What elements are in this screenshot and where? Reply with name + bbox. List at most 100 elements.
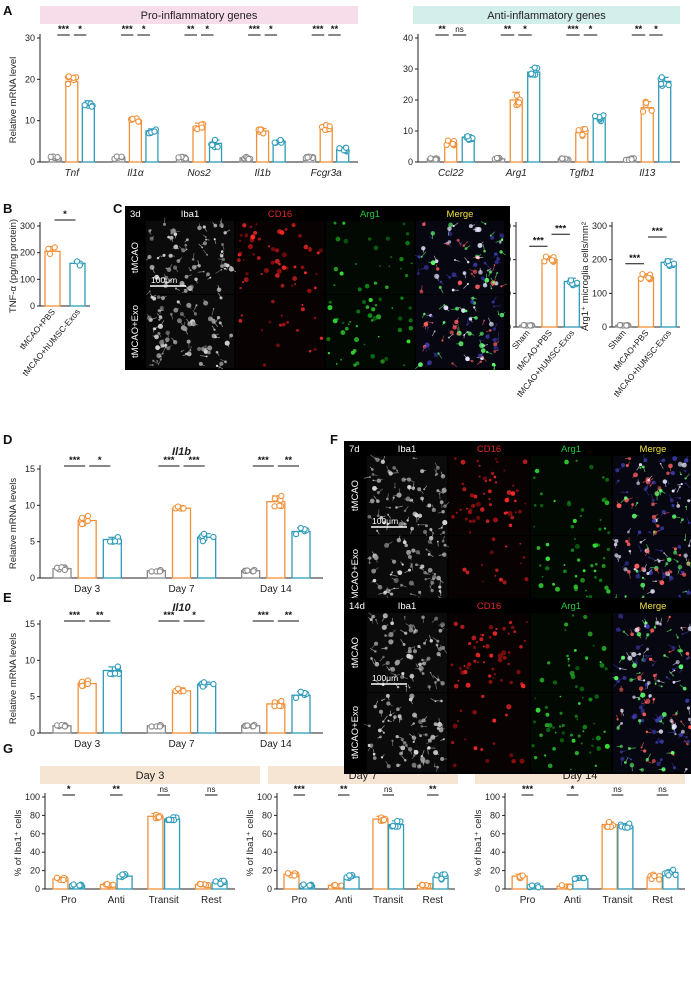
data-point (542, 253, 550, 260)
cell-process (181, 349, 185, 352)
cell-blob (513, 630, 517, 634)
bar (65, 80, 79, 163)
cell-process (213, 333, 219, 337)
cell-blob (293, 265, 297, 269)
cell-process (373, 495, 379, 502)
cell-process (382, 456, 386, 462)
microscopy-f-14d: 14d Iba1 CD16 Arg1 Merge tMCAO 100μm tMCAO+Exo (344, 598, 691, 774)
cell-blob (566, 654, 569, 658)
cell-blob (463, 665, 466, 667)
cell-process (625, 756, 632, 760)
cell-process (654, 559, 659, 562)
cell-process (435, 752, 440, 755)
cell-process (488, 271, 491, 277)
cell-process (406, 552, 409, 556)
cell-process (683, 739, 688, 745)
data-point (464, 133, 471, 140)
cell-process (434, 462, 439, 469)
cell-process (640, 538, 646, 543)
cell-process (168, 280, 171, 284)
x-category-label: Ccl22 (438, 168, 464, 179)
cell-blob (554, 731, 557, 734)
significance-label: * (589, 24, 593, 35)
cell-blob (604, 585, 609, 590)
cell-process (652, 717, 658, 721)
cell-blob (281, 252, 287, 258)
cell-process (663, 552, 668, 557)
cell-blob (580, 742, 583, 745)
cell-process (459, 306, 464, 311)
cell-process (641, 619, 646, 626)
cell-process (384, 624, 389, 628)
significance-label: * (67, 784, 71, 795)
y-tick-label: 20 (490, 866, 500, 876)
cell-process (684, 768, 687, 773)
data-point (449, 140, 456, 148)
cell-blob (260, 272, 263, 276)
cell-process (612, 539, 617, 542)
cell-blob (399, 583, 403, 587)
y-tick-label: 10 (25, 116, 35, 126)
cell-process (679, 519, 683, 524)
cell-process (195, 279, 198, 284)
cell-blob (545, 712, 550, 717)
cell-process (369, 516, 373, 519)
data-point (135, 118, 142, 125)
cell-blob (491, 667, 495, 671)
cell-process (469, 269, 476, 273)
cell-process (651, 493, 654, 501)
significance-label: *** (567, 24, 578, 35)
cell-blob (564, 628, 567, 632)
cell-blob (313, 347, 317, 352)
bar (266, 501, 286, 579)
cell-process (616, 501, 620, 506)
data-point (47, 153, 54, 160)
cell-process (401, 739, 405, 746)
cell-process (664, 563, 668, 567)
cell-process (433, 575, 437, 580)
cell-process (201, 243, 206, 246)
cell-blob (488, 498, 491, 501)
cell-process (473, 307, 477, 312)
cell-blob (263, 268, 269, 273)
cell-process (368, 612, 374, 617)
cell-process (642, 454, 646, 461)
cell-blob (384, 356, 389, 361)
cell-process (438, 624, 443, 626)
cell-blob (455, 511, 458, 514)
y-tick-label: 5 (30, 692, 35, 702)
cell-process (680, 664, 684, 667)
cell-process (184, 328, 189, 335)
cell-process (668, 644, 674, 649)
cell-process (436, 644, 439, 649)
cell-process (482, 356, 487, 362)
cell-process (423, 485, 427, 490)
data-point (200, 530, 208, 538)
cell-blob (570, 524, 575, 529)
cell-blob (275, 273, 280, 278)
cell-process (654, 523, 659, 527)
cell-process (193, 305, 197, 310)
cell-process (414, 646, 416, 652)
cell-process (188, 267, 191, 271)
cell-blob (335, 236, 341, 242)
cell-process (634, 514, 639, 517)
data-point (199, 537, 207, 545)
cell-blob (496, 257, 500, 261)
significance-label: ** (96, 610, 104, 621)
cell-process (162, 345, 168, 349)
cell-process (443, 487, 446, 491)
cell-process (469, 333, 475, 336)
cell-process (400, 629, 406, 634)
cell-blob (374, 303, 378, 307)
cell-process (639, 672, 644, 678)
cell-process (439, 493, 441, 500)
cell-process (430, 582, 433, 588)
cell-process (191, 286, 194, 292)
cell-process (666, 557, 670, 560)
cell-process (482, 244, 485, 252)
cell-process (612, 677, 617, 679)
cell-blob (274, 248, 280, 253)
